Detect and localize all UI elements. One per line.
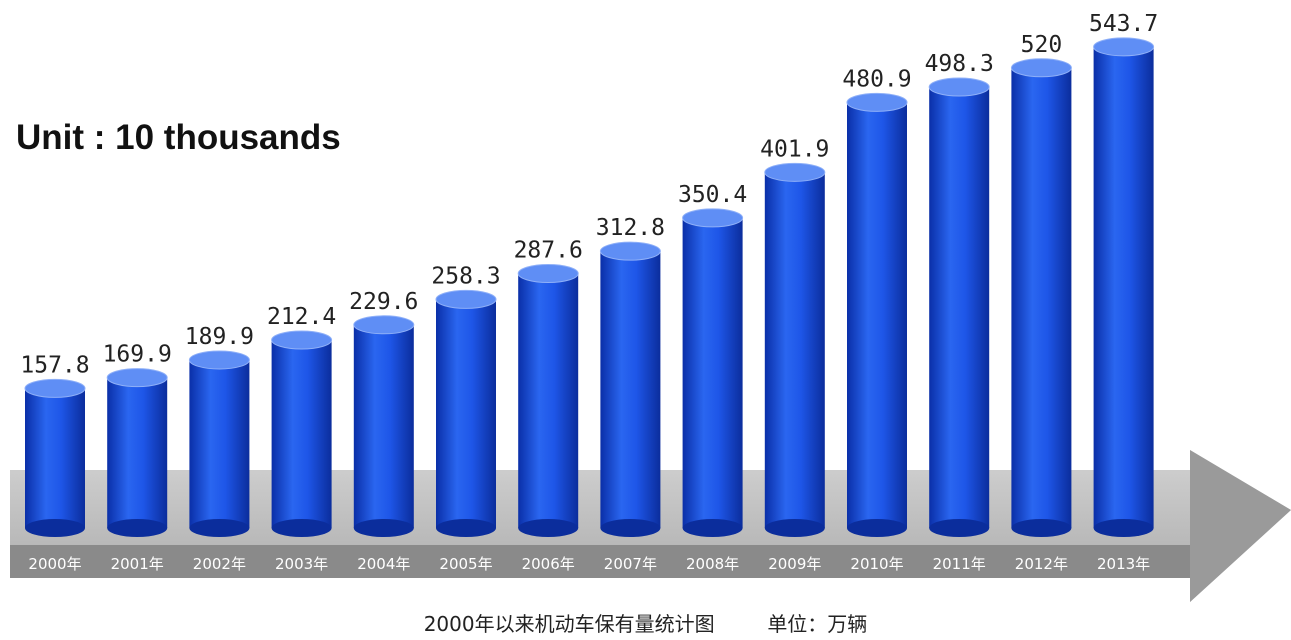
bar (928, 77, 990, 537)
bar-base (25, 519, 85, 537)
bar (764, 162, 826, 537)
bar-body (1093, 46, 1154, 528)
x-tick-label: 2010年 (850, 555, 903, 573)
caption-unit: 单位：万辆 (767, 612, 868, 636)
bar-top (106, 368, 168, 388)
chart-caption: 2000年以来机动车保有量统计图 单位：万辆 (0, 608, 1291, 637)
bar (1093, 37, 1155, 537)
bar-base (1011, 519, 1072, 537)
bar-body (847, 102, 907, 528)
bar-top (599, 241, 661, 261)
bar-body (107, 377, 168, 528)
bar (599, 241, 661, 537)
x-tick-label: 2007年 (604, 555, 657, 573)
bar-value-label: 312.8 (596, 215, 665, 241)
bar-base (271, 519, 332, 537)
bar-top (846, 92, 908, 112)
bar-base (764, 519, 825, 537)
bar-body (271, 340, 332, 528)
bar (435, 289, 497, 537)
bar (846, 92, 908, 537)
x-tick-label: 2003年 (275, 555, 328, 573)
bar-value-label: 287.6 (514, 237, 583, 263)
bar-body (25, 388, 85, 528)
x-tick-label: 2013年 (1097, 555, 1150, 573)
x-tick-label: 2004年 (357, 555, 410, 573)
bar-value-label: 350.4 (678, 182, 747, 208)
unit-label: Unit : 10 thousands (16, 118, 341, 157)
bar-value-label: 520 (1021, 32, 1063, 58)
bar-base (353, 519, 414, 537)
bar-value-label: 543.7 (1089, 11, 1158, 37)
bar-body (682, 217, 743, 528)
bar-value-label: 498.3 (925, 51, 994, 77)
bar-top (188, 350, 250, 370)
bar (1010, 58, 1072, 537)
bar-body (436, 299, 496, 528)
x-tick-label: 2012年 (1015, 555, 1068, 573)
bar-body (600, 251, 661, 528)
caption-title: 2000年以来机动车保有量统计图 (423, 612, 715, 636)
x-tick-label: 2005年 (439, 555, 492, 573)
x-tick-label: 2001年 (111, 555, 164, 573)
bar-value-label: 229.6 (349, 289, 418, 315)
arrow-tip (1190, 450, 1291, 602)
bar (353, 315, 415, 537)
bar-value-label: 401.9 (760, 136, 829, 162)
bar-top (682, 208, 744, 228)
bar-top (271, 330, 333, 350)
bar-top (1010, 58, 1072, 78)
bar-top (928, 77, 990, 97)
x-tick-label: 2000年 (28, 555, 81, 573)
bar-value-label: 212.4 (267, 304, 336, 330)
bar-base (518, 519, 579, 537)
x-tick-label: 2002年 (193, 555, 246, 573)
bar-base (436, 519, 496, 537)
bar-top (353, 315, 415, 335)
bar-top (764, 162, 826, 182)
bar-body (1011, 67, 1072, 529)
bar (682, 208, 744, 537)
bar-top (517, 263, 579, 283)
bar-value-label: 480.9 (842, 66, 911, 92)
x-tick-label: 2011年 (933, 555, 986, 573)
bar-top (24, 378, 86, 398)
bar-value-label: 169.9 (103, 342, 172, 368)
bar-body (353, 324, 414, 528)
bar-body (929, 87, 990, 528)
bar-base (107, 519, 168, 537)
bar (106, 368, 168, 537)
tick-band (10, 545, 1190, 578)
bar-value-label: 189.9 (185, 324, 254, 350)
bar (517, 263, 579, 537)
bar-base (600, 519, 661, 537)
bar-base (847, 519, 907, 537)
bar (271, 330, 333, 537)
x-tick-label: 2008年 (686, 555, 739, 573)
bar-value-label: 258.3 (431, 263, 500, 289)
bar-top (1093, 37, 1155, 57)
bar (188, 350, 250, 537)
bar-value-label: 157.8 (20, 352, 89, 378)
x-tick-label: 2009年 (768, 555, 821, 573)
bar-base (189, 519, 250, 537)
bar-body (764, 172, 825, 529)
bar-base (682, 519, 743, 537)
bar-top (435, 289, 497, 309)
bar-base (929, 519, 990, 537)
bar (24, 378, 86, 537)
bar-body (518, 273, 579, 528)
bar-body (189, 359, 250, 528)
bar-base (1093, 519, 1154, 537)
x-tick-label: 2006年 (522, 555, 575, 573)
